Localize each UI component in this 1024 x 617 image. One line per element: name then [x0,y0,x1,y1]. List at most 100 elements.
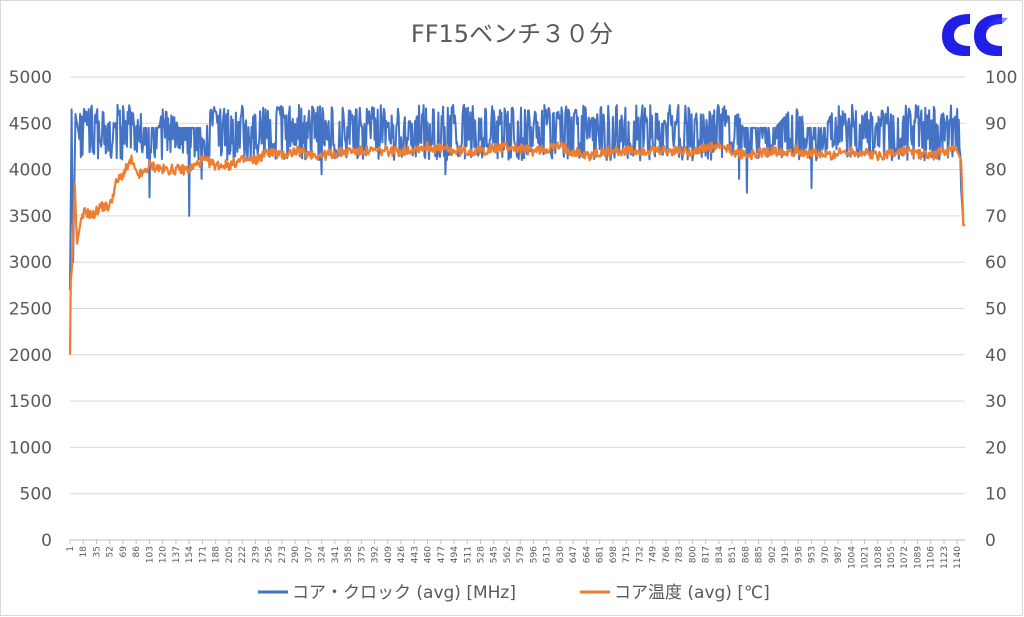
x-tick-label: 715 [622,546,632,563]
x-tick-label: 749 [649,546,659,563]
x-tick-label: 732 [635,546,645,563]
x-tick-label: 86 [132,546,142,558]
x-tick-label: 256 [265,546,275,563]
series-lines [68,103,966,355]
y-left-tick-label: 500 [20,485,52,505]
x-tick-label: 69 [119,546,129,558]
x-tick-label: 987 [834,546,844,563]
x-tick-label: 426 [397,546,407,563]
x-tick-label: 851 [728,546,738,563]
x-tick-label: 1089 [913,546,923,569]
y-left-tick-label: 0 [41,531,52,551]
y-axis-left: 0 500 1000 1500 2000 2500 3000 3500 4000 4500 5000 [9,68,52,551]
x-tick-label: 1123 [940,546,950,569]
y-right-tick-label: 60 [985,253,1007,273]
x-tick-label: 120 [159,546,169,563]
x-tick-label: 664 [582,546,592,563]
x-tick-label: 1106 [927,546,937,569]
x-tick-label: 817 [702,546,712,563]
x-tick-label: 902 [768,546,778,563]
x-tick-label: 528 [477,546,487,563]
x-tick-label: 885 [755,546,765,563]
y-right-tick-label: 40 [985,346,1007,366]
y-left-tick-label: 3000 [9,253,52,273]
x-tick-label: 392 [371,546,381,563]
series-line-temp [68,140,966,355]
y-left-tick-label: 4000 [9,161,52,181]
x-tick-label: 188 [212,546,222,563]
x-tick-label: 698 [609,546,619,563]
x-tick-label: 239 [251,546,261,563]
x-tick-label: 579 [516,546,526,563]
x-tick-label: 596 [529,546,539,563]
x-tick-label: 1 [66,546,76,552]
x-tick-label: 1004 [847,546,857,569]
chart-title: FF15ベンチ３０分 [411,20,613,48]
y-right-tick-label: 0 [985,531,996,551]
legend-label-temp: コア温度 (avg) [℃] [614,583,770,603]
x-tick-label: 800 [688,546,698,563]
y-left-tick-label: 3500 [9,207,52,227]
x-tick-label: 630 [556,546,566,563]
x-tick-label: 171 [198,546,208,563]
x-tick-label: 1140 [953,546,963,569]
x-tick-label: 307 [304,546,314,563]
x-tick-label: 290 [291,546,301,563]
y-left-tick-label: 1000 [9,438,52,458]
y-right-tick-label: 30 [985,392,1007,412]
x-tick-label: 1021 [861,546,871,569]
x-tick-label: 341 [331,546,341,563]
x-tick-label: 1038 [874,546,884,569]
legend-label-clock: コア・クロック (avg) [MHz] [292,583,516,603]
x-tick-label: 154 [185,546,195,563]
x-tick-label: 919 [781,546,791,563]
x-tick-label: 613 [543,546,553,563]
x-tick-label: 562 [503,546,513,563]
series-line-clock [69,103,966,291]
x-tick-label: 1072 [900,546,910,569]
legend: コア・クロック (avg) [MHz] コア温度 (avg) [℃] [258,583,770,603]
y-right-tick-label: 100 [985,68,1017,88]
y-left-tick-label: 5000 [9,68,52,88]
x-tick-label: 834 [715,546,725,563]
x-tick-label: 477 [437,546,447,563]
x-tick-label: 358 [344,546,354,563]
x-tick-label: 52 [106,546,116,557]
x-tick-label: 545 [490,546,500,563]
x-tick-label: 783 [675,546,685,563]
x-tick-label: 460 [424,546,434,563]
x-tick-label: 953 [808,546,818,563]
cc-logo-icon: CC [940,10,1014,58]
y-right-tick-label: 80 [985,161,1007,181]
x-tick-label: 970 [821,546,831,563]
y-right-tick-label: 10 [985,485,1007,505]
y-left-tick-label: 2000 [9,346,52,366]
x-tick-label: 103 [145,546,155,563]
x-tick-label: 18 [79,546,89,558]
x-tick-label: 35 [92,546,102,557]
y-right-tick-label: 70 [985,207,1007,227]
y-right-tick-label: 90 [985,114,1007,134]
x-tick-label: 511 [463,546,473,563]
y-right-tick-label: 20 [985,438,1007,458]
x-tick-label: 273 [278,546,288,563]
x-tick-label: 443 [410,546,420,563]
y-right-tick-label: 50 [985,300,1007,320]
x-tick-label: 222 [238,546,248,563]
y-axis-right: 0 10 20 30 40 50 60 70 80 90 100 [985,68,1017,551]
x-axis: 1 18 35 52 69 86 103 120 137 154 171 188 205 222 239 25… [66,540,963,569]
x-tick-label: 375 [357,546,367,563]
x-tick-label: 1055 [887,546,897,569]
x-tick-label: 681 [596,546,606,563]
y-left-tick-label: 1500 [9,392,52,412]
x-tick-label: 409 [384,546,394,563]
x-tick-label: 766 [662,546,672,563]
x-tick-label: 205 [225,546,235,563]
x-tick-label: 647 [569,546,579,563]
y-left-tick-label: 4500 [9,114,52,134]
x-tick-label: 936 [794,546,804,563]
y-left-tick-label: 2500 [9,300,52,320]
x-tick-label: 324 [318,546,328,563]
